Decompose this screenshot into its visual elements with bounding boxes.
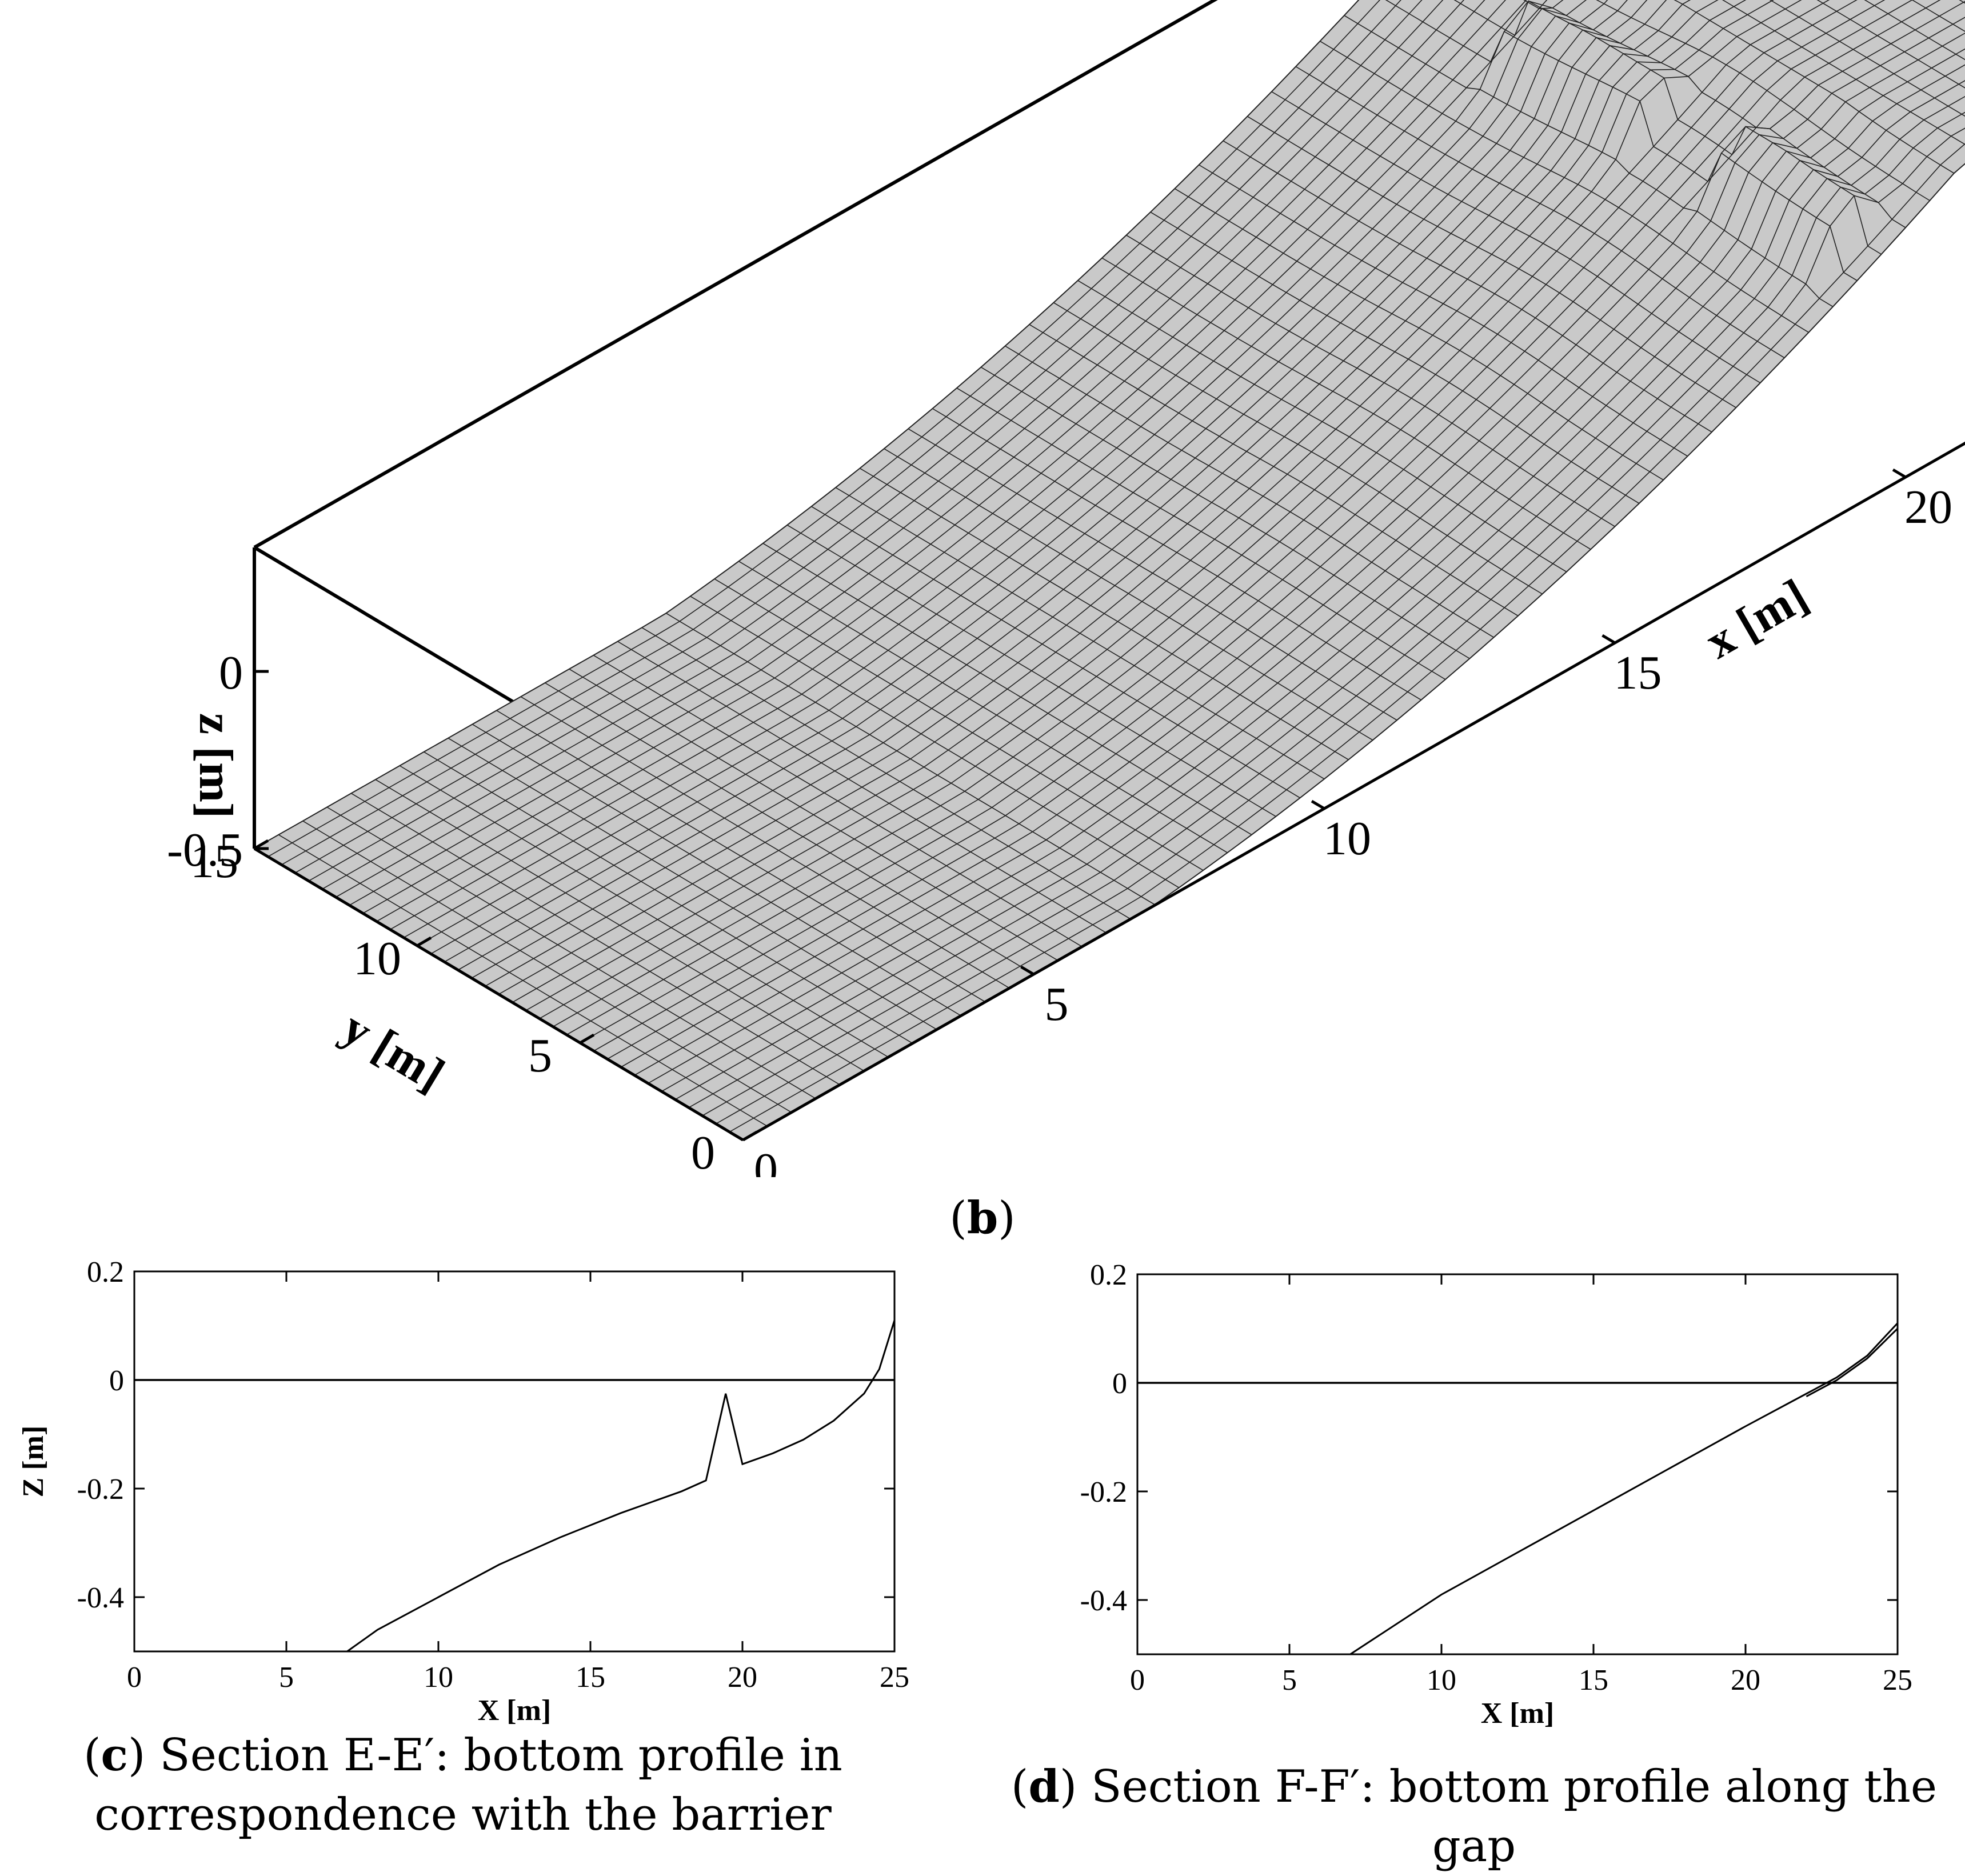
x-tick-label: 0 (1130, 1664, 1145, 1697)
x-tick-label: 15 (576, 1661, 605, 1694)
series-line-2 (1137, 1323, 1898, 1655)
y-tick-label: -0.2 (77, 1473, 124, 1506)
y-tick-label: 0 (1112, 1367, 1127, 1400)
plot-frame (134, 1271, 894, 1651)
plot-frame (1137, 1274, 1898, 1654)
caption-d-letter: d (1028, 1761, 1060, 1813)
y-axis-label: Z [m] (17, 1426, 50, 1498)
surface-plot-3d: 0510152025300510150-0.5x [m]y [m]z [m] (0, 0, 1965, 1177)
z-tick-label-3d: 0 (219, 646, 243, 699)
x-tick-3d (1603, 635, 1615, 643)
caption-b: (b) (897, 1189, 1068, 1248)
x-tick-3d (1893, 470, 1906, 477)
z-axis-label-3d: z [m] (189, 713, 242, 818)
x-tick-label: 10 (1427, 1664, 1456, 1697)
x-tick-label: 20 (728, 1661, 757, 1694)
x-tick-label-3d: 15 (1614, 646, 1662, 699)
x-tick-label: 15 (1579, 1664, 1608, 1697)
x-tick-label: 0 (127, 1661, 142, 1694)
caption-d-text: ) Section F-F′: bottom profile along the… (1060, 1761, 1937, 1872)
caption-c-text: ) Section E-E′: bottom profile in (128, 1730, 842, 1781)
y-tick-label: 0 (109, 1365, 124, 1397)
x-tick-label: 20 (1731, 1664, 1760, 1697)
x-tick-label-3d: 20 (1904, 481, 1952, 534)
caption-c-letter: c (101, 1729, 129, 1781)
caption-c-line2: correspondence with the barrier (94, 1789, 832, 1841)
y-tick-label-3d: 10 (353, 932, 401, 985)
y-tick-label-3d: 5 (528, 1029, 552, 1082)
x-axis-label: X [m] (1481, 1697, 1555, 1730)
caption-d: (d) Section F-F′: bottom profile along t… (983, 1757, 1965, 1876)
y-tick-label: -0.2 (1080, 1476, 1127, 1509)
section-e-chart: 0 5 10 15 20 25 0.2 0 -0.2 -0.4 X [m] Z [m] (0, 1246, 943, 1749)
y-tick-label: -0.4 (77, 1582, 124, 1614)
x-tick-label: 10 (424, 1661, 453, 1694)
x-tick-label-3d: 0 (754, 1143, 778, 1177)
y-axis-label-3d: y [m] (333, 1001, 453, 1102)
x-tick-3d (1312, 801, 1324, 809)
caption-b-letter: b (967, 1192, 999, 1244)
z-tick-label-3d: -0.5 (167, 823, 243, 877)
x-tick-label-3d: 5 (1045, 978, 1069, 1031)
y-tick-label: 0.2 (1090, 1259, 1127, 1291)
y-tick-label-3d: 0 (691, 1126, 715, 1177)
x-tick-label: 25 (1883, 1664, 1912, 1697)
x-tick-label: 25 (880, 1661, 909, 1694)
y-tick-label: -0.4 (1080, 1585, 1127, 1617)
x-axis-label-3d: x [m] (1696, 569, 1816, 669)
x-tick-label: 5 (1282, 1664, 1297, 1697)
x-tick-label-3d: 10 (1323, 812, 1371, 865)
x-axis-label: X [m] (478, 1694, 552, 1727)
section-f-chart: 0 5 10 15 20 25 0.2 0 -0.2 -0.4 X [m] (995, 1246, 1965, 1749)
y-tick-label: 0.2 (87, 1256, 124, 1289)
x-tick-label: 5 (279, 1661, 294, 1694)
series-line-2 (134, 1321, 894, 1652)
